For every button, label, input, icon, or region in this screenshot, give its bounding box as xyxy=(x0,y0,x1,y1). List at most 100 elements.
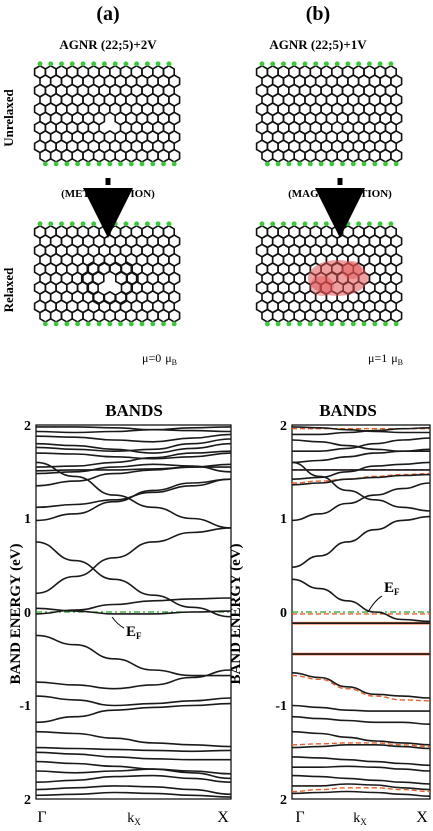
hydrogen-atom xyxy=(155,221,161,227)
hexagon-ring xyxy=(49,308,63,323)
hydrogen-atom xyxy=(171,321,177,327)
hexagon-ring xyxy=(293,308,306,323)
band-line-7 xyxy=(291,473,431,486)
hexagon-ring xyxy=(60,148,73,163)
fermi-annotation-b: EF xyxy=(367,580,400,613)
hydrogen-atom xyxy=(383,161,388,167)
xtick-b-kx: kX xyxy=(353,811,367,827)
hydrogen-atom xyxy=(393,321,399,327)
hexagon-ring xyxy=(135,308,149,323)
hydrogen-atom xyxy=(329,161,335,167)
hexagon-ring xyxy=(60,308,73,323)
band-line-10 xyxy=(291,515,431,568)
hydrogen-atom xyxy=(275,321,281,327)
hydrogen-atom xyxy=(134,61,140,67)
hexagon-ring xyxy=(357,148,371,163)
hydrogen-atom xyxy=(150,161,156,167)
hydrogen-atom xyxy=(96,321,102,327)
hydrogen-atom xyxy=(96,161,102,167)
hydrogen-atom xyxy=(383,321,388,327)
hydrogen-atom xyxy=(128,161,134,167)
hydrogen-atom xyxy=(64,161,70,167)
hydrogen-atom xyxy=(313,61,319,67)
hydrogen-atom xyxy=(139,321,145,327)
band-line-21 xyxy=(291,774,431,785)
row-label-unrelaxed: Unrelaxed xyxy=(1,88,16,146)
hydrogen-atom xyxy=(307,321,313,327)
band-line-3 xyxy=(35,442,232,454)
band-line-12 xyxy=(35,461,232,529)
hydrogen-atom xyxy=(318,321,324,327)
hexagon-ring xyxy=(82,148,95,163)
ylabel-b: BAND ENERGY (eV) xyxy=(228,543,244,684)
band-line-4 xyxy=(291,448,431,464)
hexagon-ring xyxy=(304,308,317,323)
band-line-22 xyxy=(292,783,431,791)
band-line-21 xyxy=(35,730,232,748)
hexagon-ring xyxy=(314,148,328,163)
hydrogen-atom xyxy=(393,161,399,167)
moment-b: μ=1 μB xyxy=(368,351,403,367)
band-line-23 xyxy=(291,790,431,797)
hydrogen-atom xyxy=(377,221,383,227)
spin-down-band-6 xyxy=(291,674,431,702)
hydrogen-atom xyxy=(270,61,276,67)
hydrogen-atom xyxy=(307,161,313,167)
hydrogen-atom xyxy=(329,321,335,327)
band-line-28 xyxy=(35,791,232,798)
hexagon-ring xyxy=(271,308,285,323)
hydrogen-atom xyxy=(265,161,270,167)
hydrogen-atom xyxy=(318,161,324,167)
hydrogen-atom xyxy=(356,221,361,227)
hydrogen-atom xyxy=(166,61,172,67)
hydrogen-atom xyxy=(377,61,383,67)
hexagon-ring xyxy=(71,148,84,163)
ytick-b-0: 0 xyxy=(280,606,287,621)
hydrogen-atom xyxy=(37,61,43,67)
hydrogen-atom xyxy=(53,161,59,167)
hexagon-ring xyxy=(390,308,403,323)
fermi-annotation-a: EF xyxy=(111,616,142,641)
band-line-18 xyxy=(291,744,431,750)
band-line-22 xyxy=(35,746,232,753)
band-line-19 xyxy=(291,756,431,767)
moment-a: μ=0 μB xyxy=(142,351,177,367)
band-line-4 xyxy=(35,438,232,453)
hexagon-ring xyxy=(82,308,95,323)
hydrogen-atom xyxy=(134,221,140,227)
svg-text:μ=0μB: μ=0 μB xyxy=(142,351,177,367)
ytick-b-2: 2 xyxy=(280,419,287,434)
hydrogen-atom xyxy=(259,221,265,227)
band-line-20 xyxy=(35,702,232,724)
hydrogen-atom xyxy=(155,61,161,67)
hydrogen-atom xyxy=(80,61,86,67)
hexagon-ring xyxy=(49,148,63,163)
hydrogen-atom xyxy=(171,161,177,167)
hexagon-ring xyxy=(71,308,84,323)
band-line-24 xyxy=(35,760,232,780)
hydrogen-atom xyxy=(128,321,134,327)
process-b-label: (MAGNETIZATION) xyxy=(288,188,392,200)
hexagon-ring xyxy=(157,148,170,163)
hexagon-ring xyxy=(168,148,181,163)
band-line-16 xyxy=(35,607,232,615)
band-line-25 xyxy=(35,768,232,775)
hexagon-ring xyxy=(390,148,403,163)
hexagon-ring xyxy=(114,308,127,323)
hydrogen-atom xyxy=(118,321,123,327)
hydrogen-atom xyxy=(161,161,166,167)
hexagon-ring xyxy=(39,308,52,323)
hexagon-ring xyxy=(325,148,339,163)
hydrogen-atom xyxy=(340,321,345,327)
bands-a xyxy=(35,426,232,798)
band-line-10 xyxy=(35,478,232,509)
hexagon-ring xyxy=(336,308,349,323)
band-line-5 xyxy=(35,452,232,460)
hydrogen-atom xyxy=(297,161,302,167)
hexagon-ring xyxy=(379,308,392,323)
hydrogen-atom xyxy=(270,221,276,227)
hydrogen-atom xyxy=(350,161,356,167)
hexagon-ring xyxy=(304,148,317,163)
hexagon-ring xyxy=(103,148,116,163)
